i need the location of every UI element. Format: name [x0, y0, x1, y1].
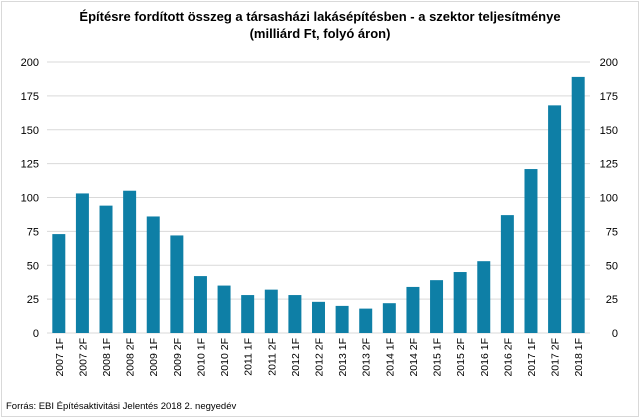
x-tick-label: 2011 1F — [243, 338, 255, 376]
y-tick-label-right: 150 — [600, 125, 618, 137]
x-tick-label: 2014 2F — [408, 338, 420, 377]
chart-subtitle: (milliárd Ft, folyó áron) — [250, 26, 391, 41]
x-tick-label: 2008 1F — [101, 338, 113, 377]
bar-2007-2f — [75, 193, 89, 333]
y-tick-label-right: 125 — [600, 159, 618, 171]
bar-2017-2f — [548, 105, 562, 333]
y-tick-label-right: 175 — [600, 91, 618, 103]
y-tick-label-left: 75 — [27, 226, 39, 238]
chart-title: Építésre fordított összeg a társasházi l… — [79, 9, 560, 24]
bar-2014-1f — [382, 303, 396, 333]
y-tick-label-left: 175 — [21, 91, 39, 103]
y-tick-label-right: 75 — [606, 226, 618, 238]
bar-2011-1f — [241, 295, 255, 333]
bar-2013-2f — [359, 308, 373, 333]
x-tick-label: 2013 1F — [337, 338, 349, 377]
y-axis-left: 0 25 50 75 100 125 150 175 200 — [21, 57, 39, 340]
x-tick-label: 2015 2F — [455, 338, 467, 377]
bar-2015-2f — [453, 272, 467, 333]
x-tick-label: 2016 2F — [502, 338, 514, 377]
bar-2018-1f — [571, 76, 585, 333]
x-tick-label: 2017 2F — [550, 338, 562, 377]
x-tick-label: 2017 1F — [526, 338, 538, 377]
bar-2014-2f — [406, 286, 420, 333]
x-tick-label: 2014 1F — [384, 338, 396, 377]
bar-2011-2f — [264, 289, 278, 333]
y-tick-label-right: 0 — [612, 328, 618, 340]
y-tick-label-right: 100 — [600, 193, 618, 205]
bars — [52, 76, 585, 333]
y-tick-label-left: 100 — [21, 193, 39, 205]
bar-2008-1f — [99, 205, 113, 333]
x-tick-label: 2007 2F — [77, 338, 89, 377]
x-tick-label: 2016 1F — [479, 338, 491, 377]
x-tick-label: 2012 1F — [290, 338, 302, 377]
x-tick-label: 2013 2F — [361, 338, 373, 377]
y-tick-label-right: 200 — [600, 57, 618, 69]
bar-2008-2f — [123, 190, 137, 333]
gridlines — [47, 61, 590, 334]
y-tick-label-left: 150 — [21, 125, 39, 137]
source-note: Forrás: EBI Építésaktivitási Jelentés 20… — [6, 401, 236, 412]
y-tick-label-right: 25 — [606, 294, 618, 306]
bar-2016-2f — [500, 215, 514, 333]
bar-2013-1f — [335, 305, 349, 333]
x-tick-label: 2011 2F — [266, 338, 278, 376]
bar-2010-2f — [217, 285, 231, 333]
y-tick-label-left: 200 — [21, 57, 39, 69]
x-tick-label: 2010 1F — [195, 338, 207, 377]
x-tick-label: 2009 1F — [148, 338, 160, 377]
x-tick-label: 2018 1F — [573, 338, 585, 377]
bar-2012-2f — [312, 301, 325, 333]
x-tick-label: 2009 2F — [172, 338, 184, 377]
bar-2009-1f — [146, 216, 160, 333]
bar-2007-1f — [52, 234, 66, 333]
y-tick-label-left: 50 — [27, 260, 39, 272]
x-tick-label: 2015 1F — [432, 338, 444, 377]
y-axis-right: 0 25 50 75 100 125 150 175 200 — [600, 57, 618, 340]
bar-2016-1f — [477, 261, 491, 333]
y-tick-label-left: 125 — [21, 159, 39, 171]
bar-2017-1f — [524, 169, 538, 333]
bar-2012-1f — [288, 295, 302, 333]
bar-2009-2f — [170, 235, 184, 333]
bar-2010-1f — [193, 276, 207, 333]
y-tick-label-left: 0 — [33, 328, 39, 340]
bar-2015-1f — [430, 280, 444, 333]
y-tick-label-left: 25 — [27, 294, 39, 306]
x-axis: 2007 1F 2007 2F 2008 1F 2008 2F 2009 1F 2009 … — [54, 338, 585, 377]
x-tick-label: 2010 2F — [219, 338, 231, 377]
x-tick-label: 2012 2F — [314, 338, 326, 377]
x-tick-label: 2008 2F — [125, 338, 137, 377]
x-tick-label: 2007 1F — [54, 338, 66, 377]
y-tick-label-right: 50 — [606, 260, 618, 272]
